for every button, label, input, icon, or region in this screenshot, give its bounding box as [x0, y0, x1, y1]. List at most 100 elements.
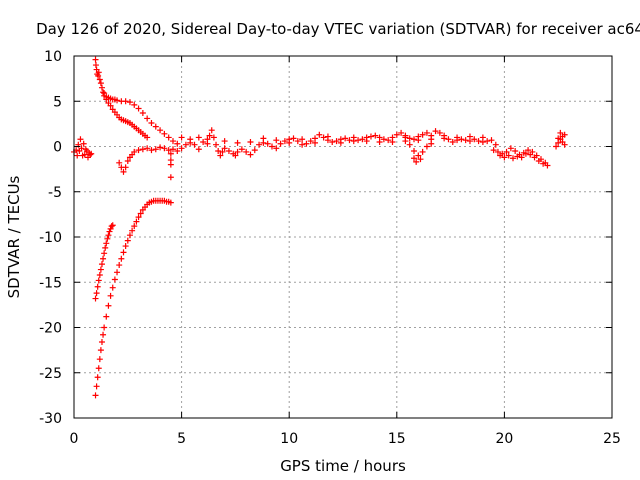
data-point — [320, 134, 327, 141]
data-point — [98, 338, 105, 345]
data-point — [273, 137, 280, 144]
data-point — [106, 228, 113, 235]
data-point — [144, 145, 151, 152]
data-point — [221, 145, 228, 152]
data-point — [449, 138, 456, 145]
data-point — [178, 145, 185, 152]
x-tick-label: 20 — [495, 431, 513, 447]
data-point — [103, 240, 110, 247]
data-point — [281, 138, 288, 145]
data-point — [428, 140, 435, 147]
y-axis-label: SDTVAR / TECUs — [5, 175, 23, 298]
data-point — [137, 210, 144, 217]
data-point — [109, 222, 116, 229]
data-point — [475, 138, 482, 145]
y-tick-label: -30 — [39, 411, 62, 427]
data-point — [219, 148, 226, 155]
data-point — [96, 356, 103, 363]
data-point — [316, 131, 323, 138]
data-point — [100, 255, 107, 262]
data-point — [217, 152, 224, 159]
data-points — [71, 56, 568, 399]
data-point — [411, 148, 418, 155]
data-point — [96, 76, 103, 83]
data-point — [135, 147, 142, 154]
data-point — [385, 137, 392, 144]
data-point — [290, 135, 297, 142]
data-point — [92, 392, 99, 399]
data-point — [157, 127, 164, 134]
data-point — [406, 141, 413, 148]
chart-title: Day 126 of 2020, Sidereal Day-to-day VTE… — [36, 20, 640, 38]
data-point — [104, 235, 111, 242]
data-point — [342, 135, 349, 142]
data-point — [96, 272, 103, 279]
data-point — [114, 97, 121, 104]
data-point — [329, 138, 336, 145]
data-point — [501, 154, 508, 161]
data-point — [389, 138, 396, 145]
data-point — [333, 138, 340, 145]
data-point — [372, 132, 379, 139]
data-point — [419, 131, 426, 138]
data-point — [95, 365, 102, 372]
data-point — [346, 137, 353, 144]
data-point — [97, 80, 104, 87]
data-point — [182, 141, 189, 148]
y-tick-label: -25 — [39, 366, 62, 382]
data-point — [544, 162, 551, 169]
data-point — [268, 143, 275, 150]
y-tick-label: -15 — [39, 275, 62, 291]
data-point — [148, 147, 155, 154]
data-point — [225, 148, 232, 155]
data-point — [411, 136, 418, 143]
data-point — [479, 134, 486, 141]
x-tick-label: 0 — [70, 431, 79, 447]
data-point — [92, 295, 99, 302]
data-point — [204, 140, 211, 147]
data-point — [98, 261, 105, 268]
data-point — [114, 269, 121, 276]
data-point — [95, 72, 102, 79]
data-point — [503, 148, 510, 155]
data-point — [200, 138, 207, 145]
data-point — [518, 154, 525, 161]
data-point — [251, 147, 258, 154]
data-point — [256, 141, 263, 148]
data-point — [100, 331, 107, 338]
data-point — [126, 232, 133, 239]
data-point — [488, 137, 495, 144]
data-point — [557, 129, 564, 136]
data-point — [234, 148, 241, 155]
data-point — [148, 119, 155, 126]
data-point — [122, 98, 129, 105]
data-point — [80, 140, 87, 147]
data-point — [167, 174, 174, 181]
data-point — [260, 135, 267, 142]
data-point — [471, 136, 478, 143]
data-point — [359, 136, 366, 143]
data-point — [122, 243, 129, 250]
data-point — [454, 134, 461, 141]
data-point — [466, 133, 473, 140]
x-tick-label: 15 — [388, 431, 406, 447]
data-point — [107, 292, 114, 299]
data-point — [419, 148, 426, 155]
data-point — [411, 155, 418, 162]
data-point — [561, 131, 568, 138]
data-point — [169, 138, 176, 145]
data-point — [77, 136, 84, 143]
data-point — [398, 129, 405, 136]
data-point — [109, 284, 116, 291]
data-point — [232, 152, 239, 159]
data-point — [376, 138, 383, 145]
data-point — [355, 137, 362, 144]
data-point — [94, 283, 101, 290]
data-point — [303, 140, 310, 147]
data-point — [118, 255, 125, 262]
data-point — [273, 145, 280, 152]
data-point — [243, 148, 250, 155]
x-axis-label: GPS time / hours — [280, 457, 406, 475]
data-point — [133, 218, 140, 225]
data-point — [167, 199, 174, 206]
